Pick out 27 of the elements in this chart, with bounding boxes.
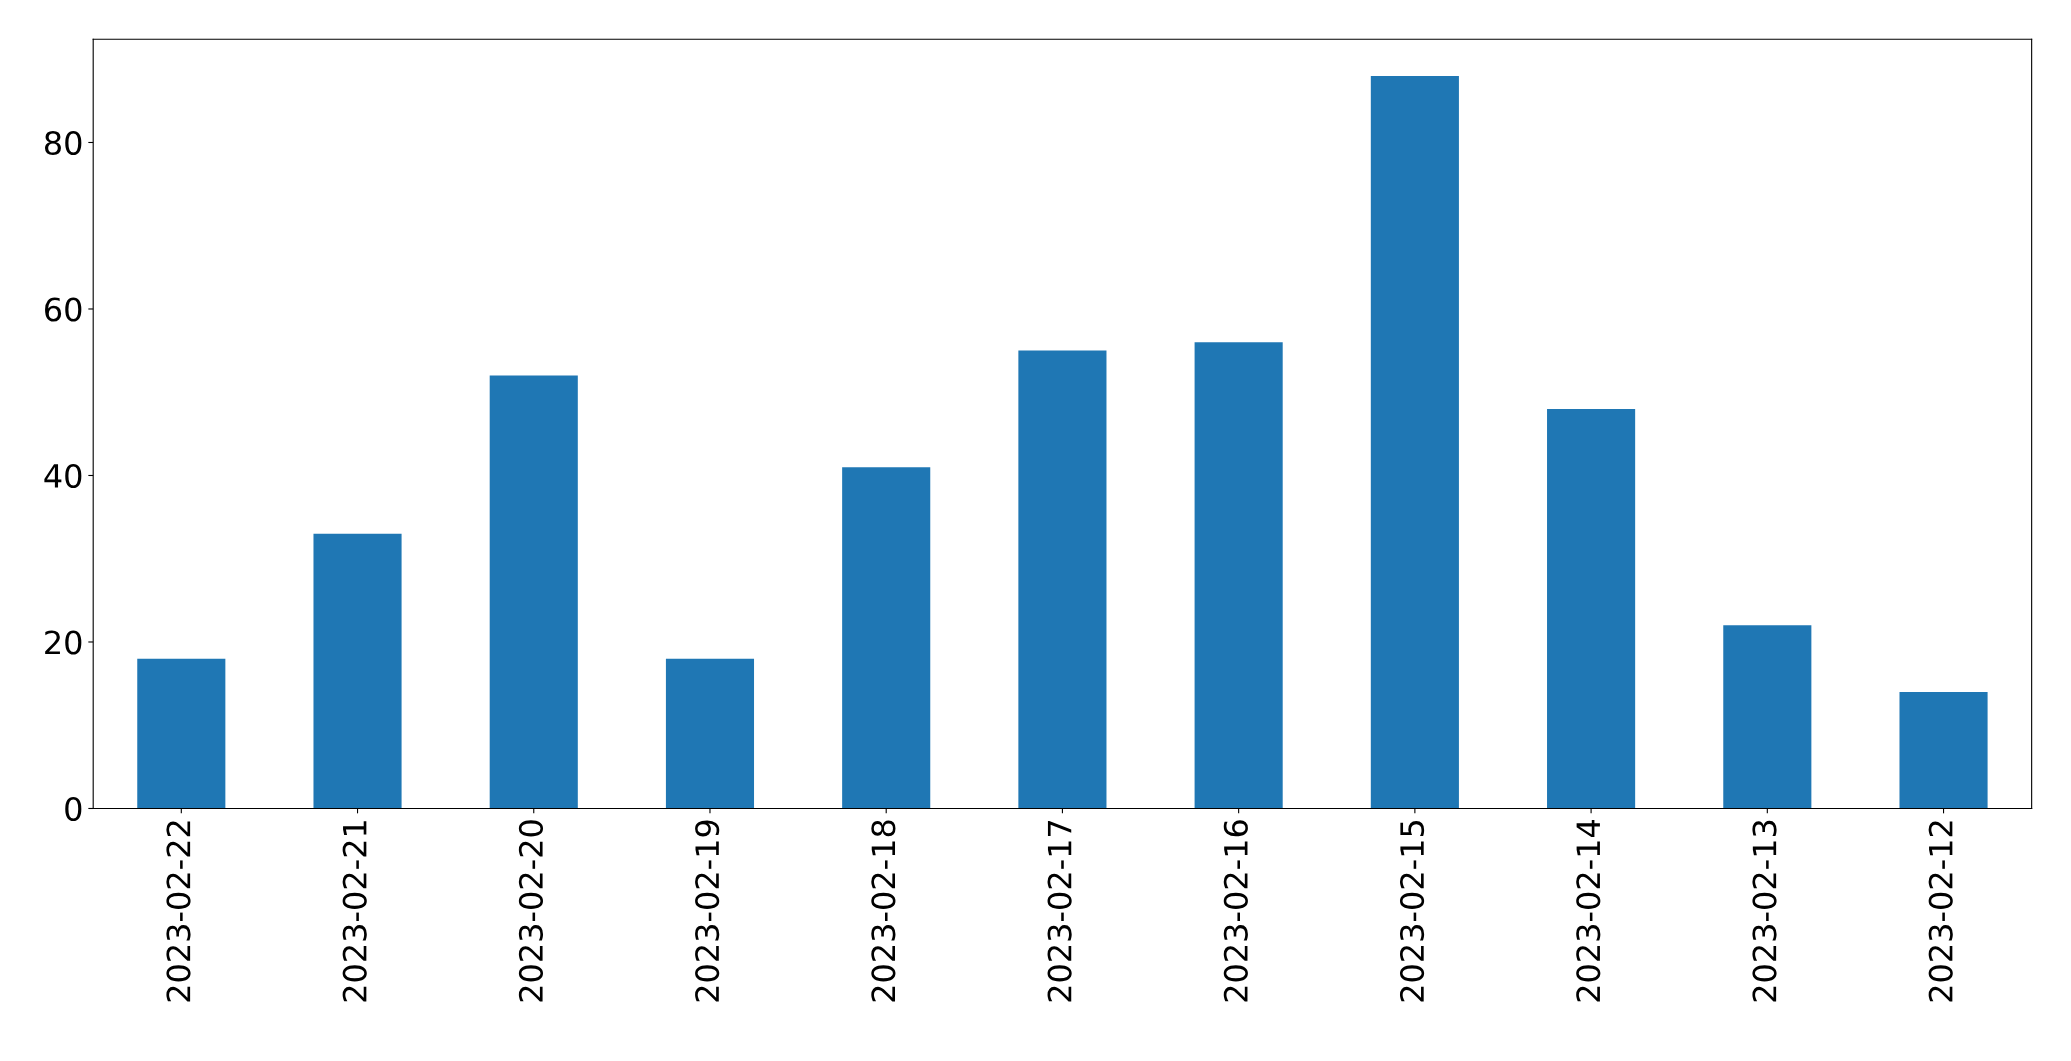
bar — [1370, 75, 1459, 809]
y-tick-label: 40 — [44, 463, 82, 489]
bar — [1547, 408, 1636, 809]
bar — [1194, 342, 1283, 809]
y-tick-label: 20 — [45, 630, 82, 655]
x-tick-label: 2023-02-14 — [1576, 820, 1601, 1002]
x-tick-label: 2023-02-20 — [518, 820, 544, 1002]
x-tick-label: 2023-02-22 — [166, 821, 191, 1002]
x-tick-label: 2023-02-18 — [871, 820, 896, 1002]
bar — [665, 658, 755, 809]
x-tick-label: 2023-02-12 — [1928, 821, 1953, 1002]
bar — [1723, 625, 1812, 809]
bar — [313, 533, 402, 809]
bar — [137, 658, 226, 809]
x-tick-label: 2023-02-16 — [1223, 820, 1248, 1002]
bar — [489, 375, 578, 809]
bar — [1018, 350, 1107, 809]
x-tick-label: 2023-02-15 — [1399, 820, 1425, 1002]
y-tick-label: 80 — [44, 130, 82, 156]
x-tick-label: 2023-02-17 — [1047, 820, 1072, 1002]
bar — [1899, 691, 1988, 809]
x-tick-label: 2023-02-13 — [1752, 820, 1777, 1002]
y-tick-label: 0 — [65, 796, 82, 822]
x-tick-label: 2023-02-19 — [695, 820, 720, 1002]
y-tick-label: 60 — [45, 297, 82, 322]
bar — [842, 467, 931, 809]
x-tick-label: 2023-02-21 — [342, 821, 367, 1002]
